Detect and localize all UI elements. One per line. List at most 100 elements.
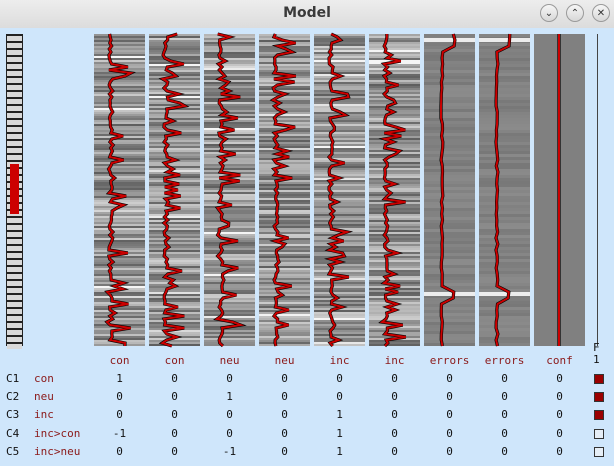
maximize-button[interactable]: ⌃ <box>566 4 584 22</box>
stripe <box>94 56 145 58</box>
stripe <box>314 120 365 122</box>
stripe <box>479 316 530 319</box>
stripe <box>314 244 365 246</box>
stripe <box>314 328 365 330</box>
f-divider <box>597 34 598 346</box>
stripe <box>94 164 145 166</box>
stripe <box>94 150 145 152</box>
stripe <box>94 46 145 48</box>
stripe <box>424 118 475 121</box>
stripe <box>259 194 310 196</box>
stripe <box>204 112 255 114</box>
stripe <box>94 310 145 312</box>
stripe <box>94 42 145 44</box>
stripe <box>149 138 200 140</box>
stripe <box>259 280 310 282</box>
stripe <box>314 330 365 332</box>
stripe <box>424 82 475 85</box>
stripe <box>259 230 310 232</box>
stripe <box>424 43 475 46</box>
scan-tick <box>7 43 22 48</box>
contrast-flag-box-empty[interactable] <box>594 429 604 439</box>
stripe <box>94 132 145 134</box>
stripe <box>204 300 255 302</box>
stripe <box>149 322 200 324</box>
stripe <box>424 205 475 208</box>
stripe <box>149 46 200 48</box>
stripe <box>479 76 530 79</box>
stripe <box>314 172 365 174</box>
stripe <box>94 128 145 130</box>
contrast-weight: 0 <box>336 372 343 385</box>
stripe <box>314 102 365 104</box>
stripe <box>149 50 200 52</box>
stripe <box>94 54 145 56</box>
stripe <box>94 184 145 186</box>
stripe <box>149 266 200 268</box>
stripe <box>479 301 530 304</box>
stripe <box>369 256 420 258</box>
stripe <box>479 265 530 268</box>
stripe <box>314 46 365 48</box>
stripe <box>204 236 255 238</box>
stripe <box>369 68 420 70</box>
stripe <box>369 44 420 46</box>
stripe <box>204 58 255 60</box>
close-button[interactable]: ✕ <box>592 4 610 22</box>
stripe <box>204 72 255 74</box>
stripe <box>424 64 475 67</box>
contrast-flag-box-filled[interactable] <box>594 392 604 402</box>
stripe <box>149 292 200 294</box>
stripe <box>149 276 200 278</box>
contrast-flag-box-empty[interactable] <box>594 447 604 457</box>
stripe <box>204 290 255 292</box>
stripe <box>94 212 145 214</box>
stripe <box>479 70 530 73</box>
minimize-button[interactable]: ⌄ <box>540 4 558 22</box>
stripe <box>94 268 145 270</box>
stripe <box>369 138 420 140</box>
stripe <box>149 136 200 138</box>
stripe <box>424 112 475 115</box>
stripe <box>204 232 255 234</box>
stripe <box>479 187 530 190</box>
contrast-flag-box-filled[interactable] <box>594 374 604 384</box>
stripe <box>424 322 475 325</box>
stripe <box>149 222 200 224</box>
stripe <box>149 116 200 118</box>
stripe <box>149 198 200 200</box>
stripe <box>314 310 365 312</box>
close-icon: ✕ <box>596 8 606 19</box>
stripe <box>149 294 200 296</box>
stripe <box>369 176 420 178</box>
stripe <box>259 102 310 104</box>
stripe <box>314 208 365 210</box>
stripe <box>94 262 145 264</box>
stripe <box>314 52 365 54</box>
stripe <box>149 86 200 88</box>
stripe <box>314 84 365 86</box>
stripe <box>94 180 145 182</box>
stripe <box>94 312 145 314</box>
contrast-flag-box-filled[interactable] <box>594 410 604 420</box>
stripe <box>369 116 420 118</box>
stripe <box>424 247 475 250</box>
stripe <box>369 282 420 284</box>
stripe <box>424 343 475 346</box>
scan-tick <box>7 218 22 223</box>
stripe <box>369 318 420 320</box>
stripe <box>479 52 530 55</box>
regressor-trace <box>379 33 406 347</box>
stripe <box>479 325 530 328</box>
stripe <box>94 50 145 52</box>
stripe <box>94 222 145 224</box>
stripe <box>314 180 365 182</box>
stripe <box>204 124 255 126</box>
stripe <box>259 132 310 134</box>
stripe <box>369 54 420 56</box>
stripe <box>259 218 310 220</box>
stripe <box>479 328 530 331</box>
stripe <box>479 34 530 37</box>
stripe <box>204 160 255 162</box>
stripe <box>149 78 200 80</box>
